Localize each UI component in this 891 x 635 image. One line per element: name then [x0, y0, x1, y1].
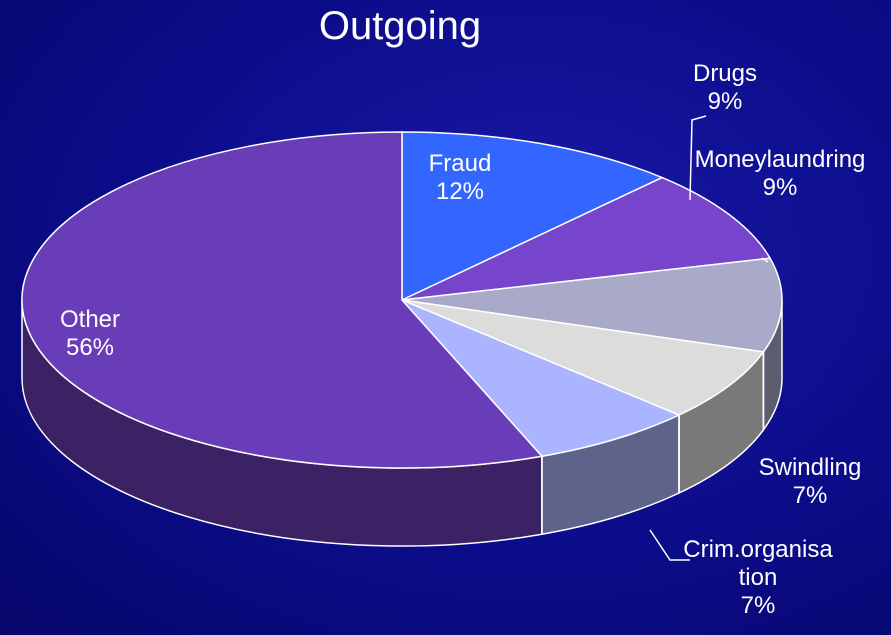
slice: [401, 299, 681, 458]
slice: [401, 131, 664, 302]
value-label: 12%: [435, 178, 485, 205]
slice: [21, 131, 544, 469]
value-label: 7%: [792, 482, 828, 509]
value-label: 9%: [762, 174, 798, 201]
slice-label: Fraud 12%: [405, 150, 515, 206]
slice-label: Drugs 9%: [670, 60, 780, 116]
slice-label: Swindling 7%: [735, 454, 885, 510]
slice: [401, 299, 765, 416]
slice-label: Moneylaundring 9%: [690, 146, 870, 202]
leader-line: [761, 257, 769, 263]
slice-label: Crim.organisation 7%: [683, 536, 833, 619]
value-label: 9%: [707, 88, 743, 115]
slice-label: Other 56%: [35, 306, 145, 362]
slice: [401, 257, 783, 353]
slice: [401, 176, 772, 301]
leader-line: [689, 115, 707, 201]
value-label: 7%: [740, 592, 776, 619]
leader-line: [649, 529, 690, 561]
chart-title: Outgoing: [318, 4, 482, 48]
value-label: 56%: [65, 334, 115, 361]
